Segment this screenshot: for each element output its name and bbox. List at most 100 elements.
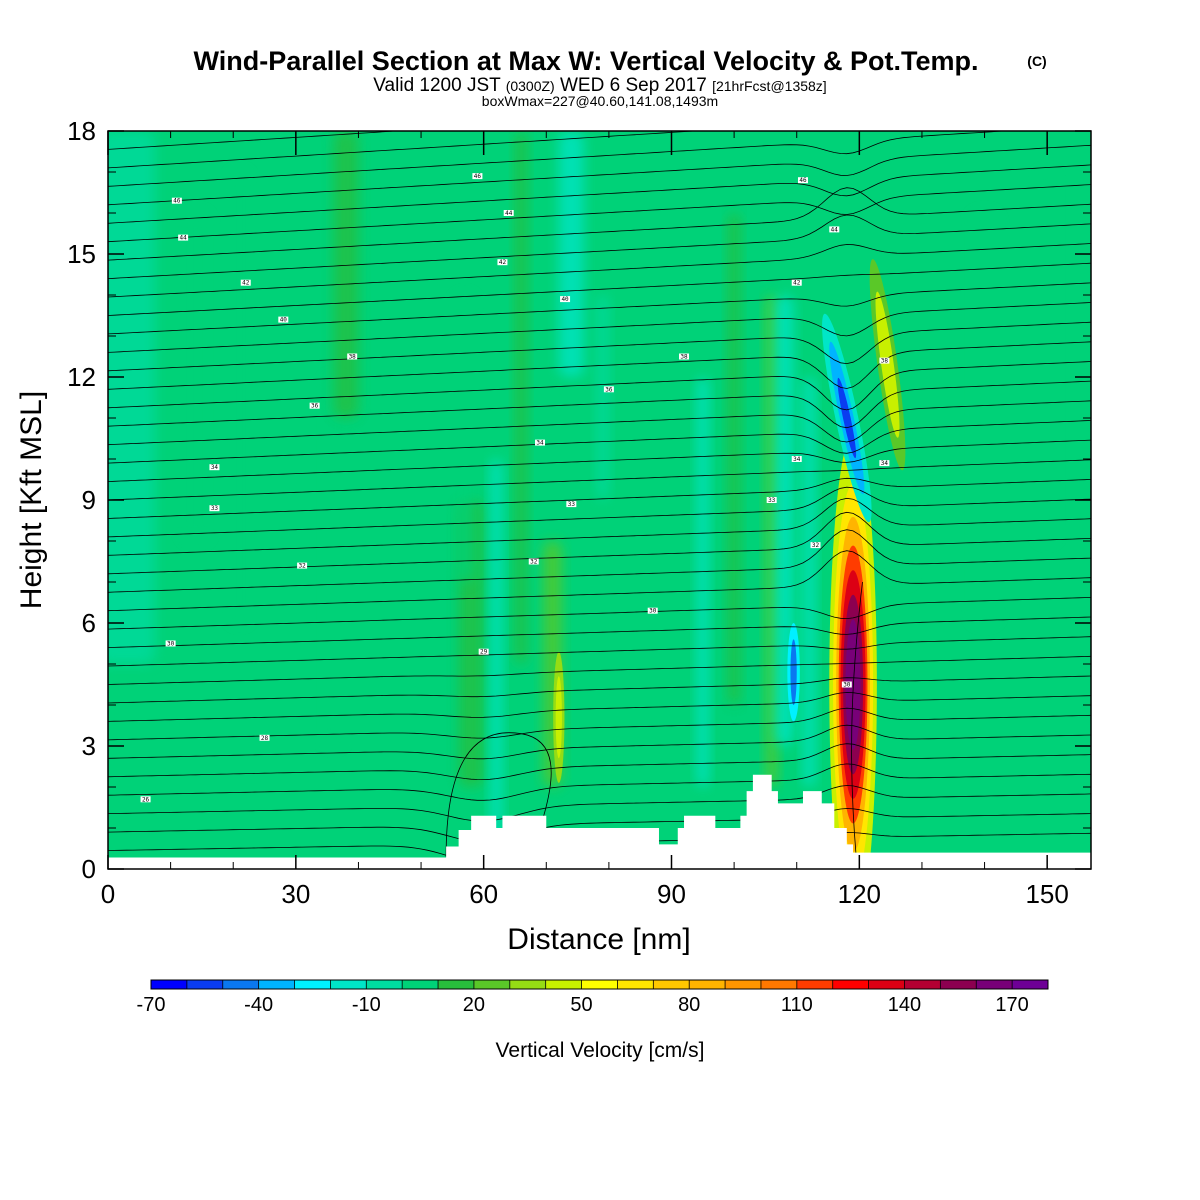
lowlevel-updraft bbox=[555, 676, 562, 759]
colorbar-tick-label: 140 bbox=[888, 994, 921, 1016]
theta-label: 36 bbox=[605, 386, 613, 393]
theta-label-box bbox=[603, 386, 614, 393]
colorbar-swatch bbox=[545, 980, 583, 989]
theta-contour bbox=[108, 321, 1091, 372]
colorbar-swatch bbox=[796, 980, 834, 989]
field-band bbox=[489, 459, 503, 869]
downdraft-core bbox=[790, 639, 797, 705]
colorbar-swatch bbox=[473, 980, 511, 989]
y-tick-label: 3 bbox=[82, 731, 96, 761]
theta-label-box bbox=[209, 464, 220, 471]
theta-contour bbox=[108, 187, 1091, 261]
field-band bbox=[1037, 172, 1057, 541]
x-tick-label: 60 bbox=[469, 879, 498, 909]
x-tick-label: 120 bbox=[838, 879, 881, 909]
theta-contour bbox=[108, 214, 1091, 279]
y-axis-label: Height [Kft MSL] bbox=[15, 391, 48, 609]
theta-label: 40 bbox=[561, 296, 569, 303]
theta-label: 40 bbox=[280, 317, 288, 324]
theta-label: 30 bbox=[843, 682, 851, 689]
y-tick-label: 18 bbox=[67, 116, 96, 146]
colorbar-swatch bbox=[509, 980, 547, 989]
colorbar-swatch bbox=[832, 980, 870, 989]
theta-label: 33 bbox=[568, 501, 576, 508]
colorbar-swatch bbox=[760, 980, 798, 989]
theta-label: 30 bbox=[649, 608, 657, 615]
theta-label-box bbox=[503, 210, 514, 216]
theta-label: 26 bbox=[142, 796, 150, 803]
theta-label: 44 bbox=[180, 235, 188, 242]
theta-label: 46 bbox=[173, 198, 181, 205]
theta-label-box bbox=[647, 607, 658, 614]
colorbar-swatch bbox=[868, 980, 905, 989]
theta-label-box bbox=[829, 226, 840, 233]
field-band bbox=[183, 213, 209, 541]
theta-contour bbox=[108, 361, 1091, 411]
colorbar-swatch bbox=[294, 980, 331, 989]
theta-label-box bbox=[347, 353, 358, 360]
subtitle-valid-time: Valid 1200 JST bbox=[373, 75, 501, 96]
colorbar-label: Vertical Velocity [cm/s] bbox=[496, 1039, 705, 1062]
theta-contour bbox=[108, 439, 1091, 482]
theta-contour bbox=[108, 459, 1091, 501]
colorbar-swatch bbox=[438, 980, 475, 989]
colorbar-tick-label: 170 bbox=[995, 994, 1028, 1016]
plot-background bbox=[108, 131, 1091, 869]
theta-label-box bbox=[209, 505, 220, 512]
theta-contour bbox=[108, 144, 1091, 206]
theta-label-box bbox=[278, 316, 289, 323]
colorbar-tick-labels: -70 -40 -10 20 50 80 110 140 170 bbox=[137, 994, 1029, 1016]
theta-contour bbox=[108, 477, 1091, 519]
field-band bbox=[558, 131, 584, 377]
x-tick-label: 30 bbox=[281, 879, 310, 909]
theta-contour bbox=[108, 400, 1091, 446]
theta-label: 46 bbox=[474, 173, 482, 180]
theta-contour bbox=[445, 732, 552, 857]
theta-contour bbox=[108, 616, 1091, 648]
terrain bbox=[108, 774, 1091, 869]
theta-contour bbox=[108, 636, 1091, 667]
chart-title: Wind-Parallel Section at Max W: Vertical… bbox=[194, 46, 979, 76]
colorbar-swatch bbox=[402, 980, 439, 989]
theta-label: 46 bbox=[799, 177, 807, 184]
theta-label-box bbox=[791, 279, 802, 286]
theta-contour bbox=[108, 341, 1091, 390]
y-tick-label: 9 bbox=[82, 485, 96, 515]
theta-label-box bbox=[797, 177, 808, 184]
field-band bbox=[727, 213, 741, 705]
theta-contour bbox=[108, 420, 1091, 464]
downdraft-core bbox=[837, 377, 857, 459]
colorbar-swatch bbox=[617, 980, 654, 989]
theta-label: 28 bbox=[261, 735, 269, 742]
theta-contour bbox=[108, 184, 1091, 243]
theta-label-box bbox=[165, 640, 176, 647]
theta-contour bbox=[108, 282, 1091, 335]
theta-contour bbox=[108, 597, 1091, 630]
theta-label: 32 bbox=[530, 559, 538, 566]
y-tick-label: 12 bbox=[67, 362, 96, 392]
subtitle-forecast: [21hrFcst@1358z] bbox=[712, 78, 827, 94]
colorbar-swatch bbox=[186, 980, 224, 989]
theta-label-box bbox=[259, 734, 270, 741]
theta-label-box bbox=[879, 357, 890, 364]
theta-label: 33 bbox=[211, 505, 219, 512]
theta-label: 32 bbox=[812, 542, 820, 549]
theta-label-box bbox=[472, 173, 483, 180]
field-band bbox=[802, 377, 816, 787]
theta-contour bbox=[108, 243, 1091, 298]
theta-contour bbox=[108, 763, 1091, 801]
theta-label-box bbox=[497, 259, 508, 266]
theta-label-box bbox=[791, 456, 802, 462]
subtitle-valid: Valid 1200 JST (0300Z) WED 6 Sep 2017 [2… bbox=[373, 75, 826, 96]
theta-contour bbox=[108, 692, 1091, 722]
colorbar-tick-label: -70 bbox=[137, 994, 166, 1016]
colorbar-swatch bbox=[1012, 980, 1049, 989]
theta-contour bbox=[108, 380, 1091, 429]
subtitle-date: WED 6 Sep 2017 bbox=[560, 75, 707, 96]
field-band bbox=[333, 131, 359, 418]
theta-contour bbox=[108, 131, 841, 169]
theta-label-box bbox=[679, 353, 690, 360]
theta-label-box bbox=[535, 439, 546, 446]
theta-label-box bbox=[560, 296, 571, 303]
theta-label-box bbox=[178, 234, 189, 241]
